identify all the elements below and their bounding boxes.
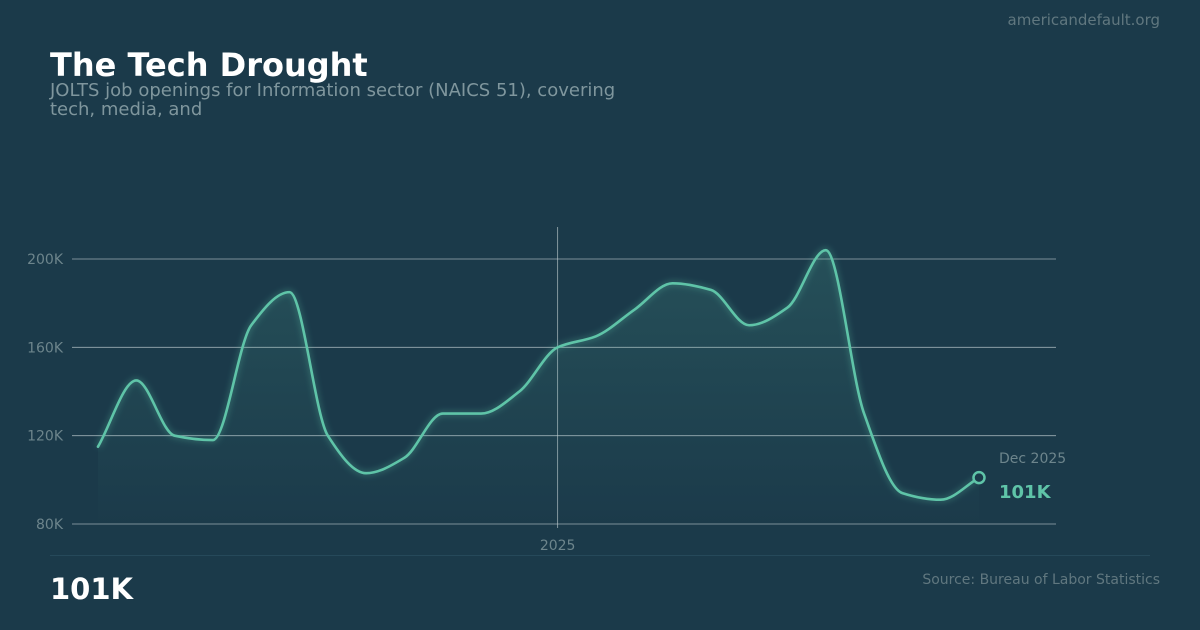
data-point[interactable]: 2025-04: 189K [667, 277, 679, 289]
y-tick-label: 200K [27, 252, 64, 268]
chart-title: The Tech Drought [50, 46, 368, 84]
headline-value: 101K [50, 572, 134, 606]
data-point[interactable]: 2025-01: 160K [552, 341, 564, 353]
data-point[interactable]: 2025-06: 170K [743, 319, 755, 331]
data-point[interactable]: 2025-11: 91K [935, 494, 947, 506]
data-point[interactable]: 2025-08: 204K [820, 244, 832, 256]
y-tick-label: 80K [36, 517, 64, 533]
data-point[interactable]: 2024-03: 120K [169, 430, 181, 442]
label-layer: 80K 120K 160K 200K 2025 Dec 2025 101K [27, 252, 1066, 554]
data-point[interactable]: 2024-11: 130K [475, 408, 487, 420]
data-point[interactable]: 2024-09: 110K [398, 452, 410, 464]
line-layer [95, 247, 981, 503]
last-point-marker[interactable] [972, 470, 986, 485]
y-tick-label: 160K [27, 340, 64, 356]
data-point[interactable]: 2024-08: 103K [360, 467, 372, 479]
data-point[interactable]: 2025-02: 165K [590, 330, 602, 342]
series-area [98, 250, 979, 529]
data-point[interactable]: 2025-03: 177K [628, 304, 640, 316]
data-point[interactable]: 2024-01: 115K [92, 441, 104, 453]
data-point[interactable]: 2025-10: 94K [896, 487, 908, 499]
x-tick-label: 2025 [540, 538, 576, 554]
annotation-date: Dec 2025 [999, 451, 1066, 467]
annotation-value: 101K [999, 482, 1052, 503]
site-url[interactable]: americandefault.org [1007, 11, 1160, 29]
data-point[interactable]: 2024-02: 145K [130, 374, 142, 386]
data-point[interactable]: 2025-07: 178K [781, 302, 793, 314]
data-point[interactable]: 2024-07: 120K [322, 430, 334, 442]
data-point[interactable]: 2025-05: 186K [705, 284, 717, 296]
chart-subtitle: JOLTS job openings for Information secto… [50, 80, 616, 120]
footer-divider [50, 555, 1150, 556]
data-point[interactable]: 2024-10: 130K [437, 408, 449, 420]
data-point[interactable]: 2025-09: 130K [858, 408, 870, 420]
source-note: Source: Bureau of Labor Statistics [922, 572, 1160, 588]
data-point[interactable]: 2024-12: 140K [513, 386, 525, 398]
data-point[interactable]: 2024-04: 118K [207, 434, 219, 446]
point-layer: 2024-01: 115K 2024-02: 145K 2024-03: 120K 2… [92, 244, 986, 506]
area-layer [98, 250, 979, 529]
data-point[interactable]: 2024-06: 185K [284, 286, 296, 298]
series-line [96, 248, 981, 502]
data-point[interactable]: 2024-05: 170K [245, 319, 257, 331]
y-tick-label: 120K [27, 429, 64, 445]
